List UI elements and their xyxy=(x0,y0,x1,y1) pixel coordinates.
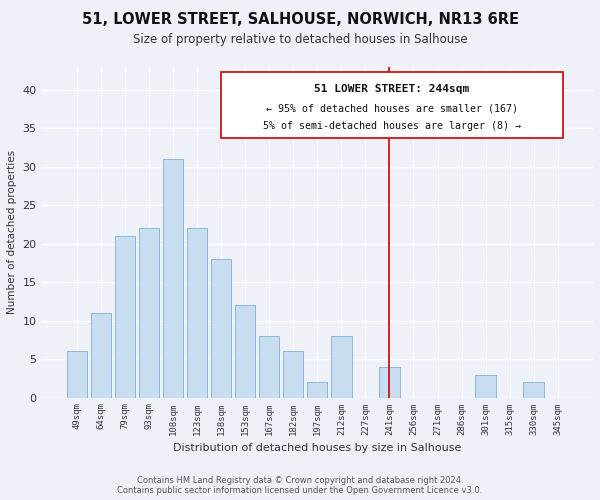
Bar xyxy=(67,352,87,398)
X-axis label: Distribution of detached houses by size in Salhouse: Distribution of detached houses by size … xyxy=(173,443,461,453)
Text: Size of property relative to detached houses in Salhouse: Size of property relative to detached ho… xyxy=(133,32,467,46)
Bar xyxy=(211,259,231,398)
Y-axis label: Number of detached properties: Number of detached properties xyxy=(7,150,17,314)
Text: 51, LOWER STREET, SALHOUSE, NORWICH, NR13 6RE: 51, LOWER STREET, SALHOUSE, NORWICH, NR1… xyxy=(82,12,518,28)
Bar xyxy=(115,236,135,398)
Bar xyxy=(259,336,280,398)
Bar xyxy=(283,352,304,398)
Text: Contains public sector information licensed under the Open Government Licence v3: Contains public sector information licen… xyxy=(118,486,482,495)
Bar xyxy=(307,382,328,398)
FancyBboxPatch shape xyxy=(221,72,563,138)
Bar xyxy=(187,228,207,398)
Bar xyxy=(139,228,159,398)
Bar xyxy=(331,336,352,398)
Text: ← 95% of detached houses are smaller (167): ← 95% of detached houses are smaller (16… xyxy=(266,104,518,114)
Bar xyxy=(235,306,256,398)
Text: 51 LOWER STREET: 244sqm: 51 LOWER STREET: 244sqm xyxy=(314,84,469,94)
Bar xyxy=(523,382,544,398)
Bar xyxy=(379,367,400,398)
Text: Contains HM Land Registry data © Crown copyright and database right 2024.: Contains HM Land Registry data © Crown c… xyxy=(137,476,463,485)
Text: 5% of semi-detached houses are larger (8) →: 5% of semi-detached houses are larger (8… xyxy=(263,121,521,131)
Bar xyxy=(163,159,183,398)
Bar xyxy=(91,313,111,398)
Bar xyxy=(475,374,496,398)
